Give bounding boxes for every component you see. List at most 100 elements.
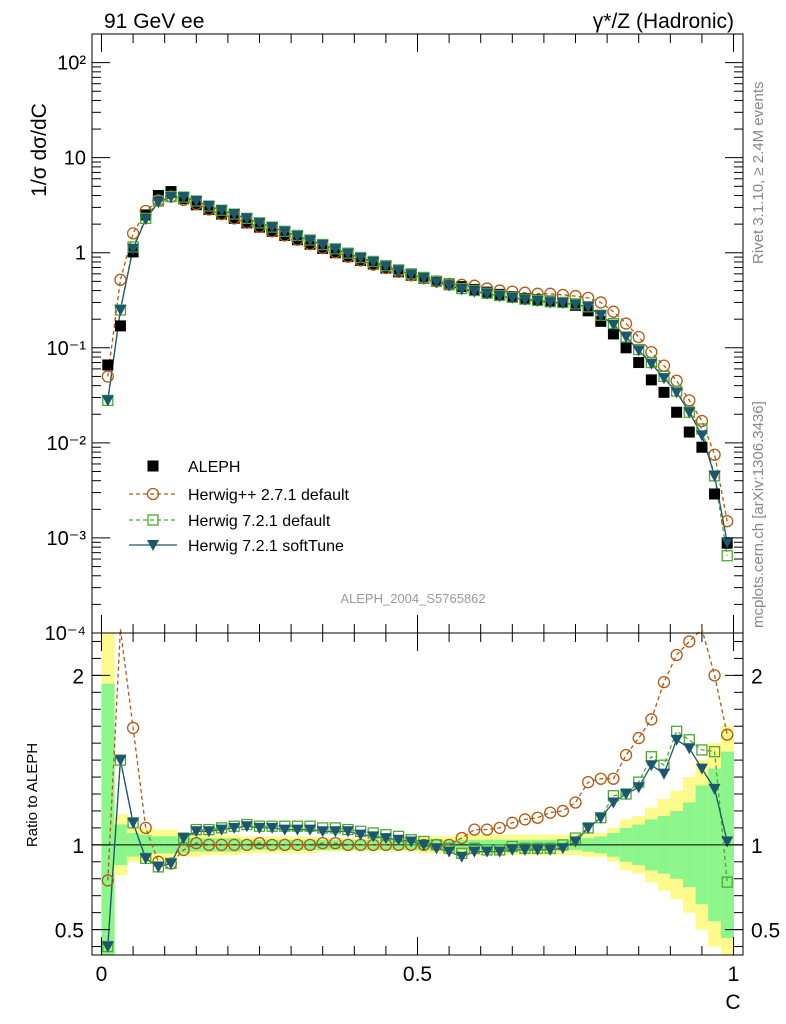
series-1-point [632,330,645,344]
ratio-series-0-point [177,843,190,857]
ratio-series-0-point [480,823,494,836]
ratio-series-0-point [645,713,658,726]
series-3-point [253,217,266,229]
ratio-series-2-point [278,824,291,836]
series-3-point [367,256,380,268]
ratio-series-2-point [708,783,721,795]
series-3-point [304,235,317,247]
ratio-series-0-point [265,838,279,851]
series-3-point [582,301,595,313]
ratio-y-tick-label-right: 2 [751,665,763,688]
ratio-series-0-point [657,675,671,689]
ratio-series-2-point [455,851,468,863]
ratio-y-tick-label: 2 [72,665,84,688]
ratio-series-2-point [683,743,696,755]
ratio-series-0-point [455,831,468,845]
ratio-series-2-point [304,824,317,836]
series-1-point [607,305,620,318]
ratio-series-0-point [190,836,203,850]
ratio-series-0-point [670,648,683,662]
ratio-series-0-point [202,838,216,851]
analysis-watermark: ALEPH_2004_S5765862 [340,591,485,606]
series-0-point [658,386,670,398]
ratio-x-tick-label: 0.5 [403,963,432,986]
main-distribution-panel: 10² 10 1 10⁻¹ 10⁻² 10⁻³ 10⁻⁴ ALEPH_2004_S57658… [45,33,744,645]
ratio-series-2-point [531,844,544,856]
series-2-point [721,550,733,562]
series-3-point [114,304,127,316]
main-y-tick-label: 10 [64,148,86,170]
series-3-point [443,280,456,292]
ratio-series-0-point [329,836,342,850]
ratio-series-0-point [708,669,721,682]
main-y-tick-label: 10⁻¹ [47,338,87,360]
ratio-series-2-point [468,846,481,858]
ratio-series-2-point [430,843,443,855]
series-3-point [228,209,241,221]
ratio-series-2-point [228,822,241,834]
main-series-markers [101,186,734,562]
ratio-series-0-point [101,874,114,887]
series-3-point [506,292,519,304]
ratio-series-0-point [607,772,620,785]
ratio-series-0-point [493,821,506,835]
main-y-tick-label: 10⁻² [47,433,87,455]
series-1-point [695,414,709,428]
series-3-point [202,201,215,213]
series-3-point [278,226,291,238]
ratio-series-2-point [645,760,658,772]
ratio-x-tick-label: 1 [728,963,740,986]
series-3-point [177,192,190,204]
series-1-point [126,227,140,240]
ratio-series-0-line [107,627,728,881]
legend-label-1: Herwig++ 2.7.1 default [188,487,350,504]
ratio-x-tick-label: 0 [96,963,108,986]
x-axis-label: C [725,991,740,1014]
series-3-point [531,296,544,308]
ratio-series-2-point [518,844,531,856]
ratio-series-0-point [303,838,317,851]
ratio-series-2-point [127,817,140,829]
right-title: γ*/Z (Hadronic) [593,10,734,33]
series-3-point [670,387,683,399]
series-3-point [620,331,633,343]
ratio-y-tick-label: 0.5 [55,920,84,943]
series-1-point [619,317,633,330]
series-3-point [316,239,329,251]
series-3-point [632,345,645,357]
series-3-point [341,248,354,260]
series-1-point [594,296,607,309]
legend-marker-2 [147,514,159,526]
series-3-point [215,205,228,217]
ratio-series-2-point [493,846,506,858]
series-3-markers [101,192,734,549]
ratio-series-markers [101,635,734,953]
series-3-point [468,286,481,298]
series-3-point [481,288,494,300]
ratio-series-0-point [316,836,329,850]
series-3-point [127,243,140,255]
series-0-point [709,488,721,500]
series-0-point [595,315,607,327]
ratio-series-2-point [392,834,405,846]
mcplots-reference-text: mcplots.cern.ch [arXiv:1306.3436] [750,401,767,628]
series-3-point [594,310,607,322]
series-3-point [392,265,405,277]
main-x-axis-ticks [100,34,735,633]
ratio-series-2-point [405,836,418,848]
main-y-tick-label: 1 [75,243,86,265]
ratio-series-2-point [190,826,203,838]
series-3-point [417,273,430,285]
ratio-series-2-point [152,861,165,873]
ratio-series-0-point [594,772,607,785]
series-0-point [683,426,695,438]
series-3-point [190,196,203,208]
main-y-axis-label: 1/σ dσ/dC [28,103,51,197]
series-0-point [114,320,126,332]
ratio-series-0-point [291,838,304,851]
ratio-series-2-point [506,844,519,856]
legend-marker-1 [146,487,160,501]
ratio-series-2-point [329,826,342,838]
ratio-series-0-point [582,775,595,789]
series-3-point [266,222,279,234]
